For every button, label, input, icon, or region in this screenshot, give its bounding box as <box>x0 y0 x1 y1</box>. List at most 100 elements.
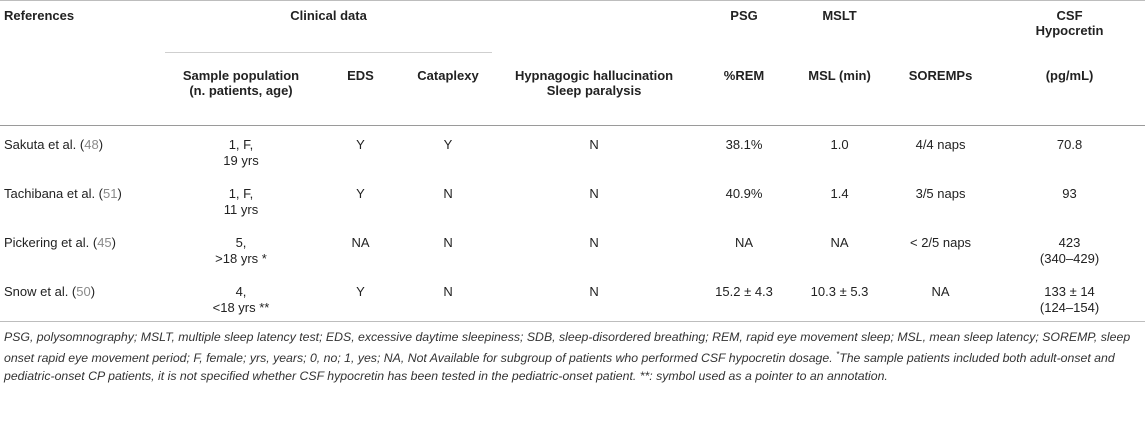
sample-line1: 1, F, <box>228 137 254 152</box>
subheader-msl: MSL (min) <box>808 67 871 83</box>
cell-msl: 1.0 <box>792 126 887 176</box>
csf-line2: (124–154) <box>1039 300 1100 315</box>
csf-line1: 423 <box>1058 235 1081 250</box>
cell-csf: 133 ± 14 (124–154) <box>994 273 1145 329</box>
eds-value: Y <box>356 186 365 201</box>
cell-reference: Pickering et al. (45) <box>0 224 165 273</box>
reference-link[interactable]: 45 <box>97 235 112 250</box>
rem-value: 15.2 ± 4.3 <box>715 284 773 299</box>
cataplexy-value: N <box>443 284 453 299</box>
reference-close: ) <box>90 284 96 299</box>
reference-close: ) <box>111 235 117 250</box>
cell-soremps: NA <box>887 273 994 329</box>
soremps-value: NA <box>931 284 950 299</box>
footnote-part2: The sample patients included both adult-… <box>4 351 1115 384</box>
soremps-value: 3/5 naps <box>915 186 966 201</box>
eds-value: NA <box>351 235 370 250</box>
cell-msl: 10.3 ± 5.3 <box>792 273 887 329</box>
cell-rem: 38.1% <box>696 126 792 176</box>
footnote-star: * <box>836 350 840 359</box>
subheader-sample: Sample population (n. patients, age) <box>165 53 317 126</box>
cell-cataplexy: Y <box>404 126 492 176</box>
header-row-2: Sample population (n. patients, age) EDS… <box>0 53 1145 126</box>
cell-cataplexy: N <box>404 273 492 329</box>
hh-value: N <box>589 284 599 299</box>
cell-msl: NA <box>792 224 887 273</box>
cell-hh: N <box>492 224 696 273</box>
table-row: Snow et al. (50) 4, <18 yrs ** Y N N 15.2 ± 4.… <box>0 273 1145 329</box>
reference-name: Snow et al. ( <box>4 284 77 299</box>
subheader-sample-line2: (n. patients, age) <box>189 83 293 98</box>
table-footnote: PSG, polysomnography; MSLT, multiple sle… <box>4 328 1139 385</box>
msl-value: 1.4 <box>830 186 849 201</box>
cell-sample: 1, F, 11 yrs <box>165 175 317 224</box>
reference-close: ) <box>98 137 104 152</box>
cell-hh: N <box>492 175 696 224</box>
reference-link[interactable]: 51 <box>103 186 118 201</box>
subheader-rem: %REM <box>723 67 765 83</box>
cell-csf: 70.8 <box>994 126 1145 176</box>
soremps-value: < 2/5 naps <box>909 235 972 250</box>
data-table: References Clinical data PSG MSLT CSF Hy… <box>0 0 1145 330</box>
cell-soremps: 3/5 naps <box>887 175 994 224</box>
reference-close: ) <box>117 186 122 201</box>
hh-value: N <box>589 137 599 152</box>
rem-value: 40.9% <box>725 186 763 201</box>
reference-link[interactable]: 50 <box>76 284 91 299</box>
header-blank <box>492 0 696 53</box>
cataplexy-value: N <box>443 235 453 250</box>
cell-reference: Sakuta et al. (48) <box>0 126 165 176</box>
reference-name: Pickering et al. ( <box>4 235 98 250</box>
msl-value: 1.0 <box>830 137 849 152</box>
soremps-value: 4/4 naps <box>915 137 966 152</box>
cell-csf: 423 (340–429) <box>994 224 1145 273</box>
table-top-rule <box>0 0 1145 1</box>
csf-line1: 133 ± 14 <box>1044 284 1095 299</box>
cell-msl: 1.4 <box>792 175 887 224</box>
eds-value: Y <box>356 137 365 152</box>
cell-sample: 4, <18 yrs ** <box>165 273 317 329</box>
csf-line2: (340–429) <box>1039 251 1100 266</box>
sample-line1: 1, F, <box>228 186 254 201</box>
msl-value: NA <box>830 235 849 250</box>
reference-link[interactable]: 48 <box>84 137 99 152</box>
hh-value: N <box>589 235 599 250</box>
reference-name: Tachibana et al. ( <box>4 186 104 201</box>
cell-hh: N <box>492 126 696 176</box>
subheader-sample-line1: Sample population <box>182 68 300 83</box>
cell-rem: 40.9% <box>696 175 792 224</box>
csf-line1: 93 <box>1062 186 1077 201</box>
subheader-hh-line2: Sleep paralysis <box>546 82 642 98</box>
cell-csf: 93 <box>994 175 1145 224</box>
sample-line2: <18 yrs ** <box>212 300 270 315</box>
header-psg: PSG <box>730 8 758 23</box>
subheader-eds: EDS <box>347 68 374 83</box>
header-clinical-data: Clinical data <box>165 0 493 53</box>
rem-value: NA <box>735 235 754 250</box>
cell-rem: 15.2 ± 4.3 <box>696 273 792 329</box>
cataplexy-value: Y <box>443 137 453 152</box>
subheader-hh: Hypnagogic hallucination Sleep paralysis <box>492 53 696 126</box>
subheader-csf-unit: (pg/mL) <box>1045 67 1094 83</box>
cell-sample: 5, >18 yrs * <box>165 224 317 273</box>
header-csf-line1: CSF <box>1056 8 1083 23</box>
cell-sample: 1, F, 19 yrs <box>165 126 317 176</box>
table-bottom-rule <box>0 321 1145 322</box>
cell-hh: N <box>492 273 696 329</box>
msl-value: 10.3 ± 5.3 <box>810 284 869 299</box>
cell-cataplexy: N <box>404 175 492 224</box>
subheader-soremps: SOREMPs <box>908 67 973 83</box>
header-csf-line2: Hypocretin <box>1035 23 1104 38</box>
footnote-part1: PSG, polysomnography; MSLT, multiple sle… <box>4 330 1131 366</box>
cell-eds: NA <box>317 224 404 273</box>
cataplexy-value: N <box>443 186 453 201</box>
cell-eds: Y <box>317 126 404 176</box>
sample-line1: 5, <box>235 235 247 250</box>
cell-rem: NA <box>696 224 792 273</box>
table-row: Pickering et al. (45) 5, >18 yrs * NA N N NA NA… <box>0 224 1145 273</box>
table-body: Sakuta et al. (48) 1, F, 19 yrs Y Y N 38.1% 1.0… <box>0 126 1145 330</box>
sample-line2: >18 yrs * <box>215 251 267 266</box>
reference-name: Sakuta et al. ( <box>4 137 85 152</box>
header-row-1: References Clinical data PSG MSLT CSF Hy… <box>0 0 1145 53</box>
sample-line2: 19 yrs <box>223 153 259 168</box>
